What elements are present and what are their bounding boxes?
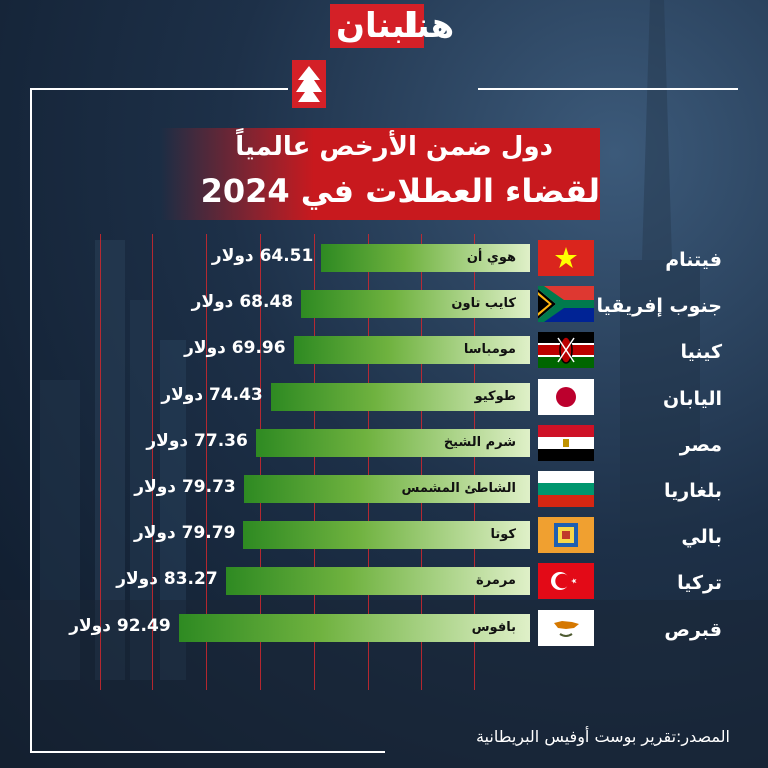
data-label: 83.27 دولار bbox=[116, 569, 218, 590]
cedar-icon bbox=[292, 60, 326, 108]
data-label: 64.51 دولار bbox=[211, 246, 314, 266]
bar-city-label: مرمرة bbox=[476, 573, 516, 589]
frame-line-top-right bbox=[478, 88, 738, 90]
grid-line bbox=[260, 234, 261, 690]
egypt-flag-icon bbox=[538, 424, 594, 461]
cyprus-flag-icon bbox=[538, 609, 594, 646]
country-label: مصر bbox=[679, 433, 722, 456]
frame-line-top-left bbox=[30, 88, 288, 90]
grid-line bbox=[474, 234, 475, 690]
bar-city-label: الشاطئ المشمس bbox=[401, 481, 516, 496]
country-label: بالي bbox=[681, 526, 722, 549]
bar-city-label: شرم الشيخ bbox=[443, 434, 516, 450]
vietnam-flag-icon bbox=[538, 240, 594, 276]
turkey-flag-icon bbox=[538, 563, 594, 600]
country-label: بلغاريا bbox=[664, 480, 722, 502]
country-label: جنوب إفريقيا bbox=[596, 295, 722, 318]
country-label: كينيا bbox=[680, 341, 722, 364]
bar-city-label: مومباسا bbox=[463, 342, 516, 358]
data-label: 77.36 دولار bbox=[146, 430, 248, 451]
grid-line bbox=[152, 234, 153, 690]
data-label: 68.48 دولار bbox=[191, 292, 294, 313]
bali-flag-icon bbox=[538, 517, 594, 554]
data-label: 79.79 دولار bbox=[133, 523, 236, 544]
bar bbox=[178, 613, 530, 642]
bar bbox=[321, 244, 530, 272]
grid-line bbox=[100, 234, 101, 690]
brand-hena: هنا bbox=[404, 6, 455, 46]
bar bbox=[270, 382, 530, 411]
bar bbox=[255, 428, 530, 457]
frame-line-bottom bbox=[30, 751, 385, 753]
frame-line-left bbox=[30, 88, 32, 753]
chart-subtitle: لقضاء العطلات في 2024 bbox=[200, 172, 600, 210]
title-background bbox=[160, 128, 600, 220]
grid-line bbox=[421, 234, 422, 690]
country-label: قبرص bbox=[664, 618, 722, 641]
brand-logo bbox=[292, 58, 476, 110]
data-label: 74.43 دولار bbox=[161, 384, 263, 405]
japan-flag-icon bbox=[538, 378, 594, 415]
south-africa-flag-icon bbox=[538, 286, 594, 323]
bar-city-label: كوتا bbox=[490, 527, 516, 543]
chart-title: دول ضمن الأرخص عالمياً bbox=[235, 132, 553, 162]
data-label: 92.49 دولار bbox=[69, 615, 171, 636]
country-label: تركيا bbox=[677, 572, 722, 595]
data-label: 79.73 دولار bbox=[134, 477, 236, 497]
bar-city-label: طوكيو bbox=[474, 388, 516, 404]
grid-line bbox=[206, 234, 207, 690]
country-label: اليابان bbox=[662, 387, 722, 410]
bar bbox=[293, 336, 530, 365]
country-label: فيتنام bbox=[665, 249, 722, 271]
brand-lebnan: لبنان bbox=[330, 4, 425, 48]
source-note: المصدر:تقرير بوست أوفيس البريطانية bbox=[475, 727, 730, 746]
grid-line bbox=[368, 234, 369, 690]
data-label: 69.96 دولار bbox=[184, 338, 286, 359]
grid-line bbox=[314, 234, 315, 690]
bar-city-label: بافوس bbox=[471, 619, 516, 635]
bar-city-label: كايب تاون bbox=[451, 296, 516, 312]
bulgaria-flag-icon bbox=[538, 471, 594, 507]
bar-city-label: هوي أن bbox=[466, 250, 516, 265]
bar bbox=[225, 567, 530, 596]
bar bbox=[243, 521, 530, 550]
kenya-flag-icon bbox=[538, 332, 594, 369]
bar bbox=[243, 475, 530, 503]
bar bbox=[301, 290, 530, 319]
